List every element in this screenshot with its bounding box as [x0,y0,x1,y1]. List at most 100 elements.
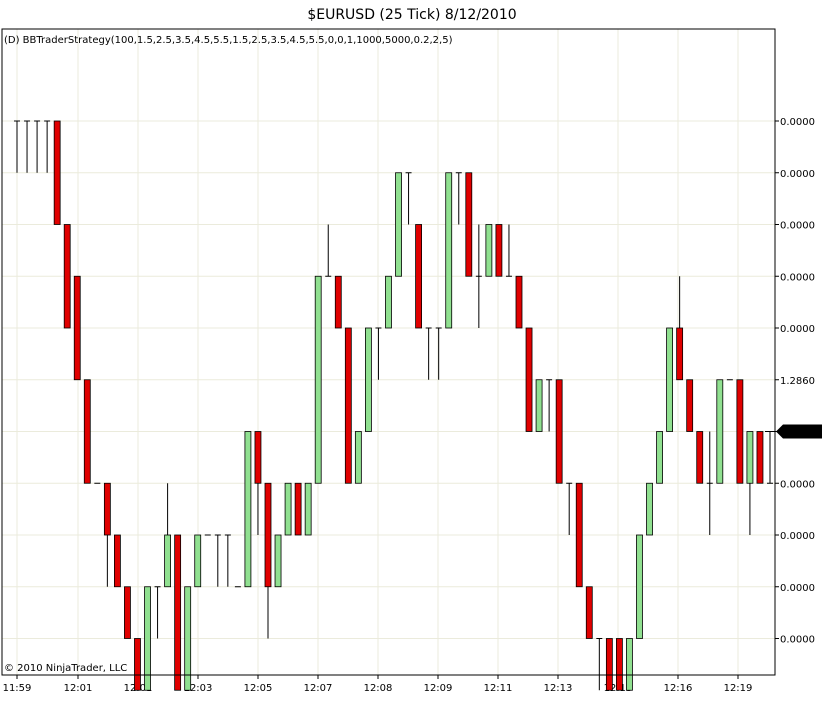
candle-body [756,431,764,484]
candle [274,534,282,588]
x-tick-label: 12:11 [484,683,513,694]
candle [585,586,593,639]
candle-body [53,120,61,225]
x-tick-label: 12:16 [664,683,693,694]
y-tick-label: 0.0000 [780,531,815,542]
candle [24,120,31,173]
candle [566,482,573,535]
candle [756,431,764,484]
candle [244,431,252,588]
candle-body [485,224,493,277]
candle [646,482,653,536]
candle [535,379,543,432]
candle [435,327,442,380]
candle-body [656,431,663,484]
x-tick-label: 12:07 [304,683,333,694]
candle-body [103,482,111,536]
candle-body [314,275,322,484]
candle [767,431,773,484]
candle [73,275,81,381]
candle [706,431,713,535]
candle [254,431,262,535]
candle [304,482,312,536]
x-tick-label: 12:03 [184,683,213,694]
candle-body [686,379,694,432]
candle [605,638,613,691]
candle [44,120,51,173]
x-tick-label: 12:01 [64,683,93,694]
candle-body [304,482,312,536]
candle-body [445,172,453,329]
x-tick-label: 12:08 [364,683,393,694]
candle [525,327,533,432]
candle [485,224,493,277]
candle [284,482,292,536]
candle [505,224,512,277]
candle-body [616,638,623,691]
candle-body [636,534,643,639]
candle-body [395,172,402,277]
candle [83,379,91,484]
candle [174,534,182,691]
y-tick-label: 0.0000 [780,583,815,594]
candle [395,172,402,277]
y-tick-label: 0.0000 [780,635,815,646]
candle-body [194,534,202,588]
candle [495,224,503,277]
copyright-label: © 2010 NinjaTrader, LLC [4,663,127,674]
candle-body [605,638,613,691]
candle-body [696,431,704,484]
candle [224,534,231,587]
candle [334,275,342,329]
candle-body [284,482,292,536]
candle-body [666,327,673,432]
candle-body [465,172,473,277]
y-tick-label: 0.0000 [780,117,815,128]
candle-body [334,275,342,329]
candle-body [144,586,151,691]
candle-body [344,327,352,484]
candle [144,586,151,691]
candle [746,431,754,535]
candle [626,638,633,691]
candle-body [555,379,563,484]
candle [555,379,563,484]
y-tick-label: 0.0000 [780,479,815,490]
candle-body [184,586,192,691]
candle [154,586,161,639]
candle-body [626,638,633,691]
candle [415,224,423,329]
indicator-label: (D) BBTraderStrategy(100,1.5,2.5,3.5,4.5… [4,35,453,46]
candle [364,327,372,432]
candle [636,534,643,639]
candle-body [63,224,71,329]
candle [425,327,432,380]
candle [666,327,673,432]
x-tick-label: 12:09 [424,683,453,694]
candle-body [585,586,593,639]
candle [53,120,61,225]
y-tick-label: 0.0000 [780,221,815,232]
candle [264,482,272,639]
plot-area[interactable]: 0.0000 0.0000 0.0000 0.0000 0.0000 1.2860 0.00… [1,28,822,694]
y-tick-label: 0.0000 [780,324,815,335]
current-price-marker: 0.0000 [765,424,822,439]
candle [184,586,192,691]
candle [124,586,131,639]
candle-body [364,327,372,432]
candle [114,534,121,588]
candle [616,638,623,691]
candle-body [254,431,262,484]
candle-body [73,275,81,381]
candle-body [274,534,282,588]
candle-body [114,534,121,588]
candle [455,172,462,225]
candle [164,483,172,588]
candle-body [124,586,131,639]
candle [375,327,382,380]
candle [515,275,523,329]
candle [656,431,663,484]
candle [103,482,111,587]
candle [676,276,684,381]
